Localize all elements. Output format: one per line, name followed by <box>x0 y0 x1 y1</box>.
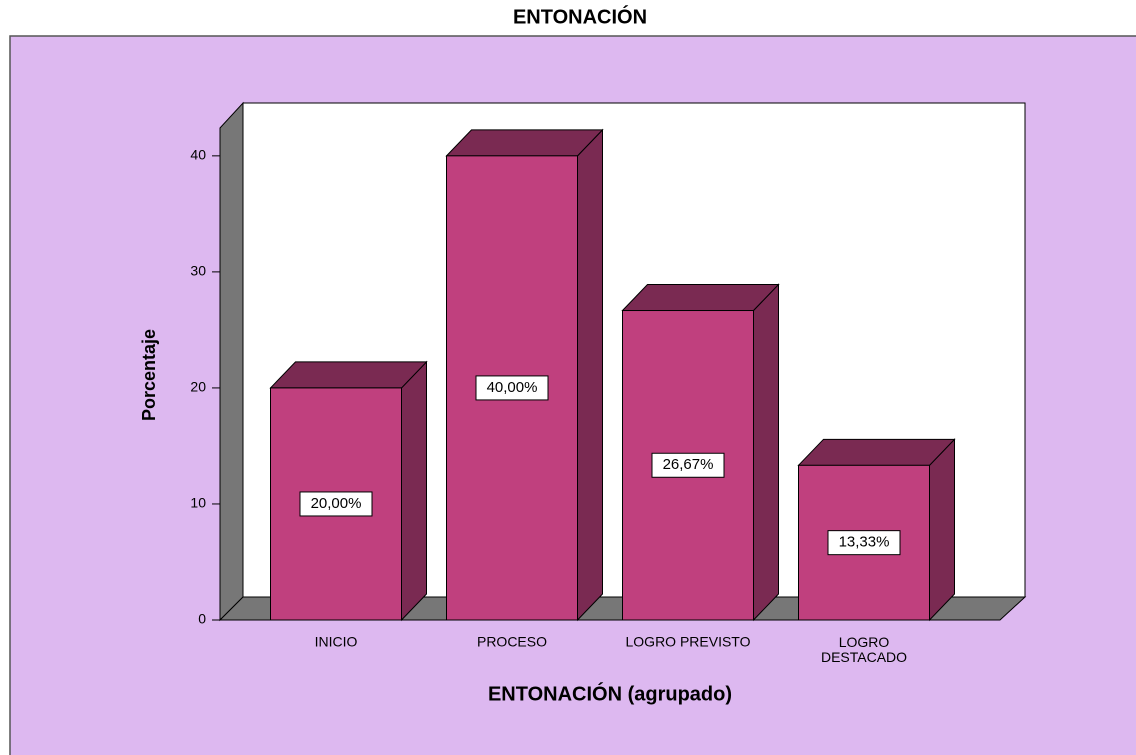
bar-side <box>577 128 603 622</box>
bar-side <box>929 438 955 622</box>
y-tick-label: 10 <box>190 495 206 511</box>
y-tick-label: 40 <box>190 147 206 163</box>
chart-title: ENTONACIÓN <box>513 4 647 28</box>
left-wall <box>219 101 244 622</box>
bar-top <box>445 129 604 157</box>
x-tick-label: LOGRO DESTACADO <box>821 634 907 665</box>
value-label-box <box>827 530 901 556</box>
bar-top <box>269 361 428 389</box>
value-label-box <box>299 491 373 517</box>
bar-top <box>621 284 780 312</box>
value-label-box <box>475 375 549 401</box>
value-label: 40,00% <box>487 379 538 396</box>
value-label: 20,00% <box>311 495 362 512</box>
x-tick-label: INICIO <box>315 634 358 650</box>
bar-side <box>401 360 427 622</box>
bar-side <box>753 283 779 622</box>
x-tick-label: PROCESO <box>477 634 547 650</box>
x-axis-label: ENTONACIÓN (agrupado) <box>488 681 732 705</box>
y-tick-label: 20 <box>190 379 206 395</box>
y-axis-label: Porcentaje <box>139 329 159 421</box>
value-label: 26,67% <box>663 456 714 473</box>
bar-top <box>797 438 956 466</box>
x-tick-label: LOGRO PREVISTO <box>626 634 751 650</box>
y-tick-label: 0 <box>198 611 206 627</box>
y-tick-label: 30 <box>190 263 206 279</box>
value-label: 13,33% <box>839 534 890 551</box>
value-label-box <box>651 452 725 478</box>
